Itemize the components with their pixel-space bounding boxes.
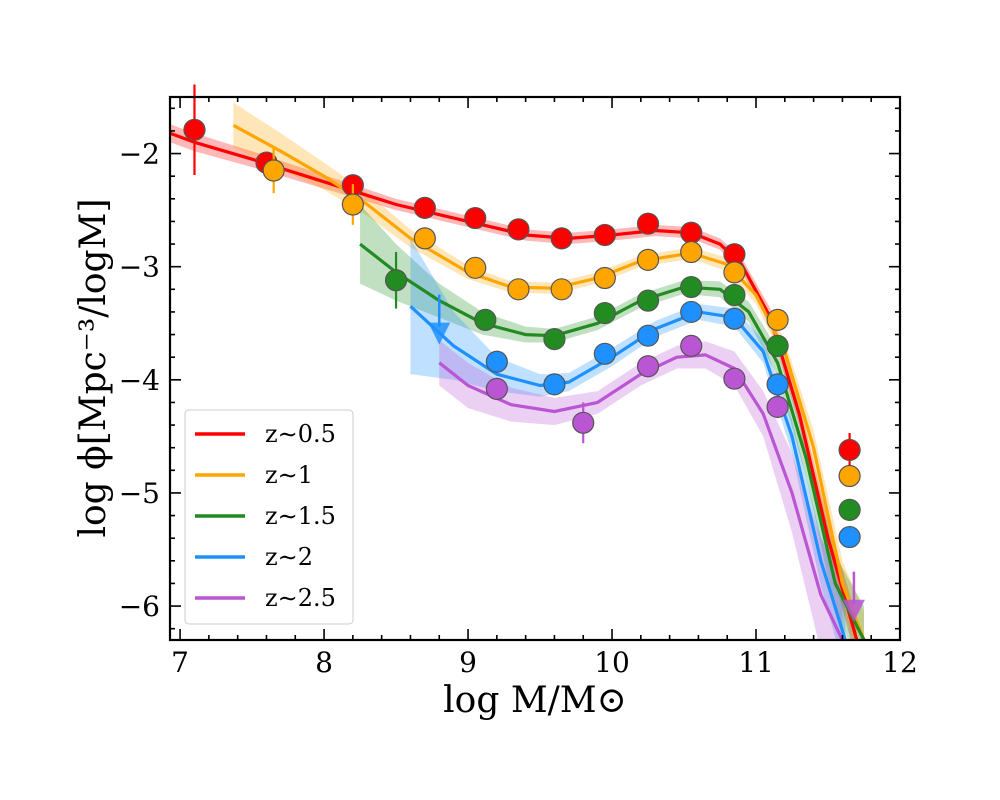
series-5-data-point: [636, 355, 660, 378]
y-tick-label: −2: [119, 138, 160, 171]
series-4-data-point: [680, 300, 703, 324]
series-3-data-point: [384, 269, 408, 292]
y-axis-title: log ϕ[Mpc⁻³/logM]: [73, 198, 114, 537]
series-5-band: [439, 340, 843, 640]
legend-label-3: z∼1.5: [265, 502, 336, 530]
series-4-data-point: [485, 350, 508, 373]
x-tick-label: 9: [459, 646, 477, 679]
series-1-data-point: [680, 221, 703, 244]
x-tick-label: 8: [315, 646, 333, 679]
series-5-data-point: [723, 367, 746, 390]
series-2-data-point: [262, 159, 285, 182]
series-2-band: [233, 102, 865, 640]
legend-label-2: z∼1: [265, 461, 313, 489]
series-3-data-point: [543, 327, 566, 351]
series-4-data-point: [838, 525, 861, 549]
legend-label-1: z∼0.5: [265, 420, 336, 448]
y-tick-label: −3: [119, 251, 160, 284]
x-tick-label: 12: [882, 646, 918, 679]
series-4-data-point: [636, 324, 660, 347]
legend: z∼0.5 z∼1 z∼1.5 z∼2 z∼2.5: [184, 409, 354, 625]
x-tick-label: 10: [594, 646, 630, 679]
x-tick-label: 11: [738, 646, 774, 679]
series-2-data-point: [341, 193, 364, 216]
series-2-data-point: [593, 266, 616, 290]
series-5-data-point: [680, 334, 703, 357]
legend-frame: [184, 409, 354, 625]
series-2-data-point: [507, 278, 530, 301]
series-3-data-point: [766, 334, 789, 357]
series-4-data-point: [593, 342, 616, 365]
tick-labels: 7 8 9 10 11 12 −2 −3 −4 −5 −6: [119, 138, 918, 679]
series-5-fit-line: [438, 353, 844, 640]
series-3-data-point: [838, 498, 861, 522]
series-2-data-point: [838, 464, 861, 488]
series-5-data-point: [572, 411, 595, 434]
series-4-data-point: [723, 307, 746, 330]
series-3-data-point: [636, 289, 660, 312]
series-1-data-point: [413, 196, 436, 219]
series-2-data-point: [550, 278, 573, 301]
series-1-data-point: [507, 218, 530, 241]
series-2-data-point: [723, 261, 746, 284]
plot-frame: [168, 95, 902, 642]
series-5-upper-limit-arrow: [842, 599, 865, 622]
series-1-data-point: [593, 223, 616, 247]
series-1-data-point: [183, 118, 206, 141]
series-3-data-point: [723, 283, 746, 307]
series-3-data-point: [474, 308, 497, 331]
series-2-data-point: [680, 240, 703, 264]
series-1-data-point: [550, 227, 573, 250]
series-2-data-point: [413, 227, 436, 250]
series-3-data-point: [593, 301, 616, 325]
series-4-data-point: [766, 373, 789, 396]
series-2-data-point: [766, 308, 789, 331]
x-tick-label: 7: [171, 646, 189, 679]
series-3-data-point: [680, 275, 703, 299]
series-1-data-point: [636, 212, 660, 235]
series-4-data-point: [543, 373, 566, 396]
series-2-data-point: [464, 256, 487, 279]
series-5-data-point: [485, 377, 508, 400]
series-4-upper-limit-arrow: [428, 322, 451, 345]
legend-label-4: z∼2: [265, 543, 313, 571]
y-tick-label: −5: [119, 477, 160, 510]
x-axis-title: log M/M⊙: [443, 680, 627, 721]
series-2-data-point: [636, 248, 660, 271]
y-tick-label: −4: [119, 364, 160, 397]
series-1-data-point: [838, 438, 861, 462]
legend-label-5: z∼2.5: [265, 584, 336, 612]
series-5-data-point: [766, 395, 789, 419]
y-tick-label: −6: [119, 590, 160, 623]
data-points: [183, 84, 865, 622]
series-1-data-point: [464, 206, 487, 230]
